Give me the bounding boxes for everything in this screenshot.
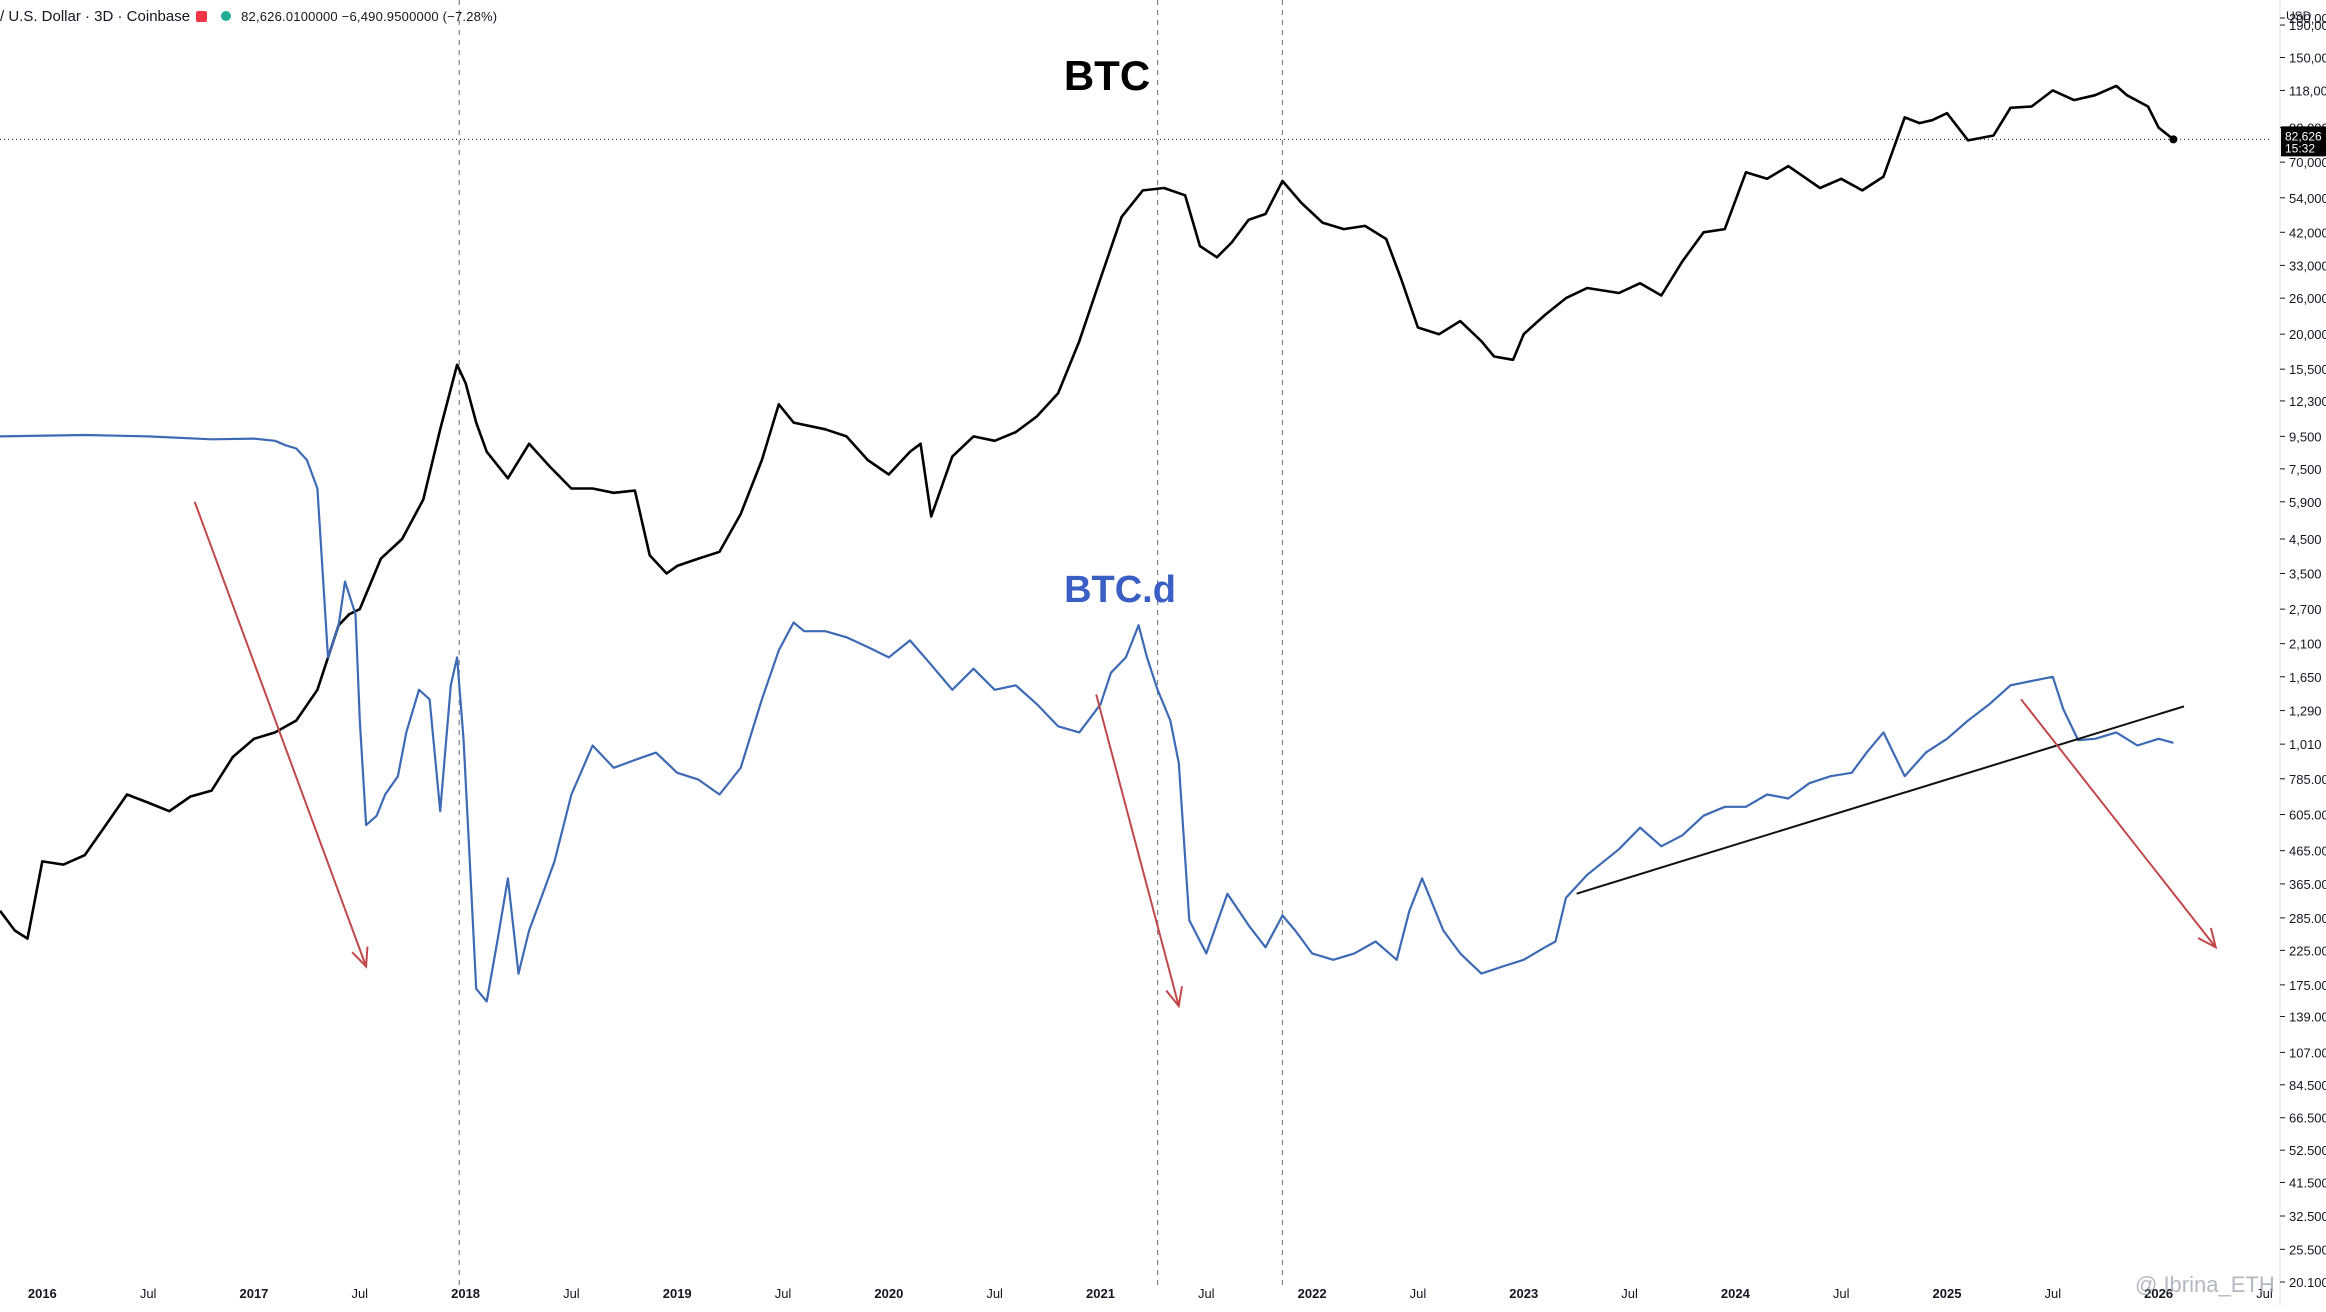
y-tick-label-24: 605.00 — [2289, 808, 2326, 823]
y-tick-label-37: 25.500 — [2289, 1242, 2326, 1257]
y-tick-label-11: 15,500 — [2289, 362, 2326, 377]
y-tick-label-23: 785.00 — [2289, 772, 2326, 787]
down-arrow-1[interactable] — [1095, 694, 1180, 1007]
y-tick-label-0: 200,000 — [2289, 11, 2326, 26]
x-tick-label-14: 2023 — [1509, 1286, 1538, 1301]
y-tick-label-21: 1,290 — [2289, 704, 2322, 719]
y-tick-label-14: 7,500 — [2289, 462, 2322, 477]
flag-icon[interactable] — [196, 10, 208, 22]
y-tick-label-32: 84.500 — [2289, 1078, 2326, 1093]
y-tick-label-18: 2,700 — [2289, 602, 2322, 617]
y-tick-label-13: 9,500 — [2289, 429, 2322, 444]
y-tick-label-35: 41.500 — [2289, 1175, 2326, 1190]
ohlc-values: 82,626.0100000 −6,490.9500000 (−7.28%) — [241, 8, 498, 24]
btc-annotation: BTC — [1064, 52, 1150, 99]
y-tick-label-5: 70,000 — [2289, 155, 2326, 170]
support-trendline[interactable] — [1576, 705, 2185, 895]
x-tick-label-12: 2022 — [1298, 1286, 1327, 1301]
y-tick-label-15: 5,900 — [2289, 495, 2322, 510]
x-tick-label-10: 2021 — [1086, 1286, 1115, 1301]
arrow-head-1 — [1165, 986, 1183, 1009]
x-tick-label-17: Jul — [1833, 1286, 1850, 1301]
market-status-icon — [221, 11, 232, 21]
currency-label: USD — [2286, 9, 2312, 23]
y-tick-label-28: 225.00 — [2289, 943, 2326, 958]
x-tick-label-5: Jul — [563, 1286, 580, 1301]
x-tick-label-13: Jul — [1410, 1286, 1427, 1301]
current-price-badge — [2281, 126, 2326, 157]
x-tick-label-4: 2018 — [451, 1286, 480, 1301]
y-tick-label-6: 54,000 — [2289, 191, 2326, 206]
arrow-head-2 — [2197, 927, 2218, 950]
y-tick-label-3: 118,000 — [2289, 83, 2326, 98]
y-tick-label-8: 33,000 — [2289, 258, 2326, 273]
current-price-time: 15:32 — [2285, 141, 2315, 155]
y-tick-label-25: 465.00 — [2289, 844, 2326, 859]
x-tick-label-9: Jul — [986, 1286, 1003, 1301]
y-tick-label-36: 32.500 — [2289, 1209, 2326, 1224]
x-tick-label-7: Jul — [775, 1286, 792, 1301]
y-tick-label-38: 20.100 — [2289, 1275, 2326, 1290]
y-tick-label-9: 26,000 — [2289, 291, 2326, 306]
x-tick-label-19: Jul — [2044, 1286, 2061, 1301]
y-tick-label-19: 2,100 — [2289, 637, 2322, 652]
y-tick-label-33: 66.500 — [2289, 1111, 2326, 1126]
y-tick-label-16: 4,500 — [2289, 532, 2322, 547]
x-tick-label-2: 2017 — [239, 1286, 268, 1301]
y-tick-label-29: 175.00 — [2289, 978, 2326, 993]
x-tick-label-1: Jul — [140, 1286, 157, 1301]
x-tick-label-18: 2025 — [1933, 1286, 1962, 1301]
x-tick-label-21: Jul — [2256, 1286, 2273, 1301]
symbol-legend[interactable]: / U.S. Dollar · 3D · Coinbase 82,626.010… — [0, 6, 497, 26]
y-tick-label-22: 1,010 — [2289, 737, 2322, 752]
y-tick-label-20: 1,650 — [2289, 670, 2322, 685]
y-tick-label-31: 107.00 — [2289, 1045, 2326, 1060]
symbol-title[interactable]: / U.S. Dollar · 3D · Coinbase — [0, 7, 191, 25]
down-arrow-0[interactable] — [193, 501, 368, 967]
y-tick-label-30: 139.00 — [2289, 1009, 2326, 1024]
down-arrow-2[interactable] — [2020, 698, 2217, 948]
y-tick-label-34: 52.500 — [2289, 1143, 2326, 1158]
y-tick-label-1: 190,000 — [2289, 18, 2326, 33]
last-point-marker — [2169, 135, 2178, 144]
y-tick-label-12: 12,300 — [2289, 394, 2326, 409]
series-line-btc — [0, 84, 2175, 940]
current-price-value: 82,626 — [2285, 129, 2322, 143]
watermark-text: @ Ibrina_ETH — [2135, 1272, 2275, 1297]
y-tick-label-10: 20,000 — [2289, 327, 2326, 342]
x-tick-label-11: Jul — [1198, 1286, 1215, 1301]
btc-dominance-annotation: BTC.d — [1064, 569, 1176, 611]
x-tick-label-3: Jul — [351, 1286, 368, 1301]
y-tick-label-7: 42,000 — [2289, 225, 2326, 240]
y-tick-label-17: 3,500 — [2289, 567, 2322, 582]
x-tick-label-16: 2024 — [1721, 1286, 1751, 1301]
price-axis-background — [2280, 0, 2326, 1307]
y-tick-label-26: 365.00 — [2289, 877, 2326, 892]
x-tick-label-20: 2026 — [2144, 1286, 2173, 1301]
x-tick-label-15: Jul — [1621, 1286, 1638, 1301]
arrow-head-0 — [351, 946, 369, 969]
x-tick-label-8: 2020 — [874, 1286, 903, 1301]
x-tick-label-6: 2019 — [663, 1286, 692, 1301]
y-tick-label-2: 150,000 — [2289, 51, 2326, 66]
y-tick-label-27: 285.00 — [2289, 911, 2326, 926]
x-tick-label-0: 2016 — [28, 1286, 57, 1301]
series-line-btc-d — [0, 433, 2174, 1003]
